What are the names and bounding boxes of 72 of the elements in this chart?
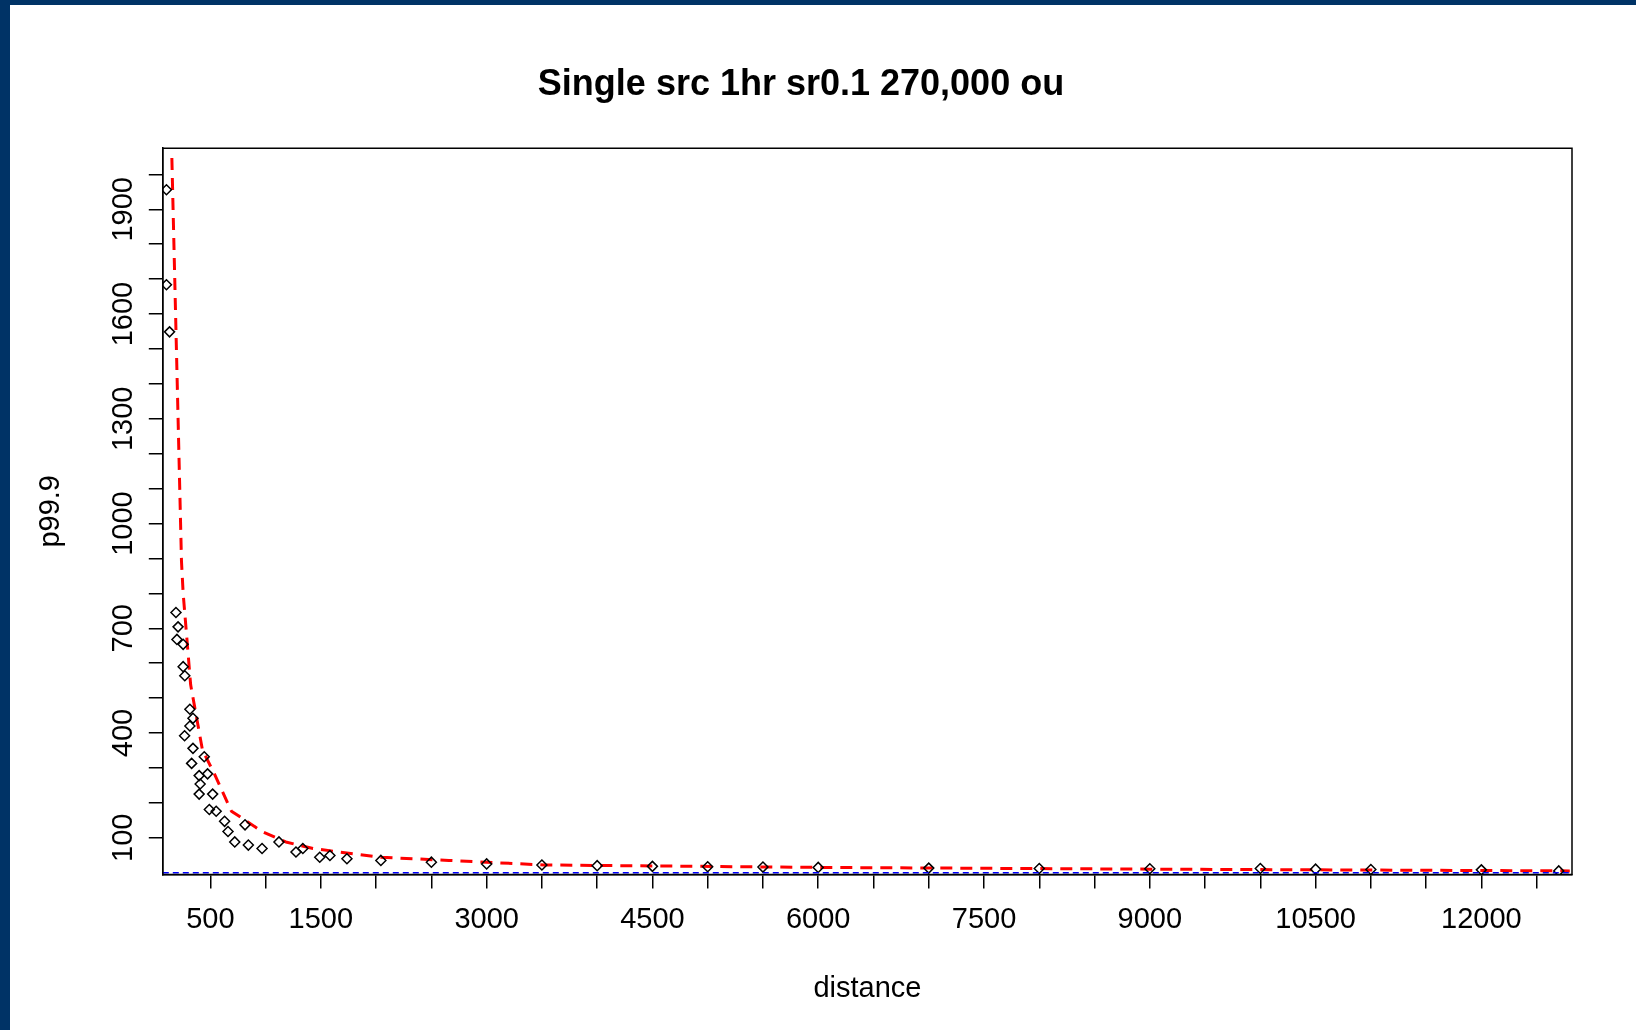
y-tick-label: 1300 [106, 386, 139, 452]
point [172, 621, 184, 633]
x-tick-label: 12000 [1441, 901, 1522, 934]
point [242, 839, 255, 851]
y-tick-label: 1900 [106, 177, 139, 242]
x-tick-label: 500 [186, 901, 235, 934]
point [536, 859, 548, 871]
point [170, 606, 182, 619]
point [162, 184, 173, 196]
point [425, 856, 438, 868]
point [187, 712, 199, 725]
x-tick-label: 9000 [1117, 901, 1183, 934]
point [177, 638, 189, 651]
point [193, 769, 205, 782]
y-tick-label: 700 [106, 604, 139, 653]
point [184, 720, 196, 732]
point [177, 660, 189, 673]
point [187, 742, 199, 755]
point [273, 836, 285, 848]
point [201, 768, 214, 780]
point [1033, 862, 1046, 875]
point [922, 862, 935, 874]
line-series [170, 156, 1572, 873]
point [297, 842, 309, 855]
x-tick-label: 3000 [454, 901, 519, 934]
x-tick-label: 1500 [288, 901, 354, 934]
point [178, 730, 191, 742]
x-tick-label: 4500 [620, 901, 685, 934]
point [1144, 863, 1156, 875]
point [324, 849, 336, 862]
point [222, 825, 234, 838]
y-tick-label: 1000 [106, 491, 139, 556]
point [701, 860, 714, 873]
point [198, 750, 210, 763]
point [646, 860, 659, 873]
point [812, 861, 824, 874]
point [591, 859, 603, 872]
x-tick-label: 6000 [785, 901, 851, 934]
point [290, 846, 302, 858]
point [206, 788, 219, 800]
point [256, 842, 268, 855]
point [480, 858, 493, 870]
point [757, 861, 769, 873]
point [1365, 863, 1377, 875]
point [184, 703, 196, 716]
point [193, 788, 205, 800]
point [203, 803, 216, 816]
y-tick-label: 1600 [106, 281, 139, 347]
point [218, 815, 231, 828]
x-axis-title: distance [813, 970, 922, 1003]
point [239, 819, 251, 831]
y-axis-title: p99.9 [33, 475, 66, 548]
y-tick-label: 100 [106, 813, 139, 862]
point [171, 633, 183, 646]
point [341, 852, 353, 865]
point [1254, 862, 1267, 875]
point [162, 278, 173, 291]
point [1475, 864, 1488, 875]
chart-title: Single src 1hr sr0.1 270,000 ou [537, 61, 1065, 103]
point [179, 669, 191, 682]
point [194, 778, 206, 790]
x-tick-label: 10500 [1275, 901, 1356, 934]
point [210, 805, 222, 817]
x-tick-label: 7500 [951, 901, 1017, 934]
point [185, 757, 198, 770]
point [314, 851, 326, 864]
point [1552, 865, 1565, 875]
point [375, 854, 387, 867]
point [163, 326, 176, 338]
point [229, 836, 241, 848]
y-tick-label: 400 [106, 708, 139, 758]
point [1309, 863, 1322, 875]
